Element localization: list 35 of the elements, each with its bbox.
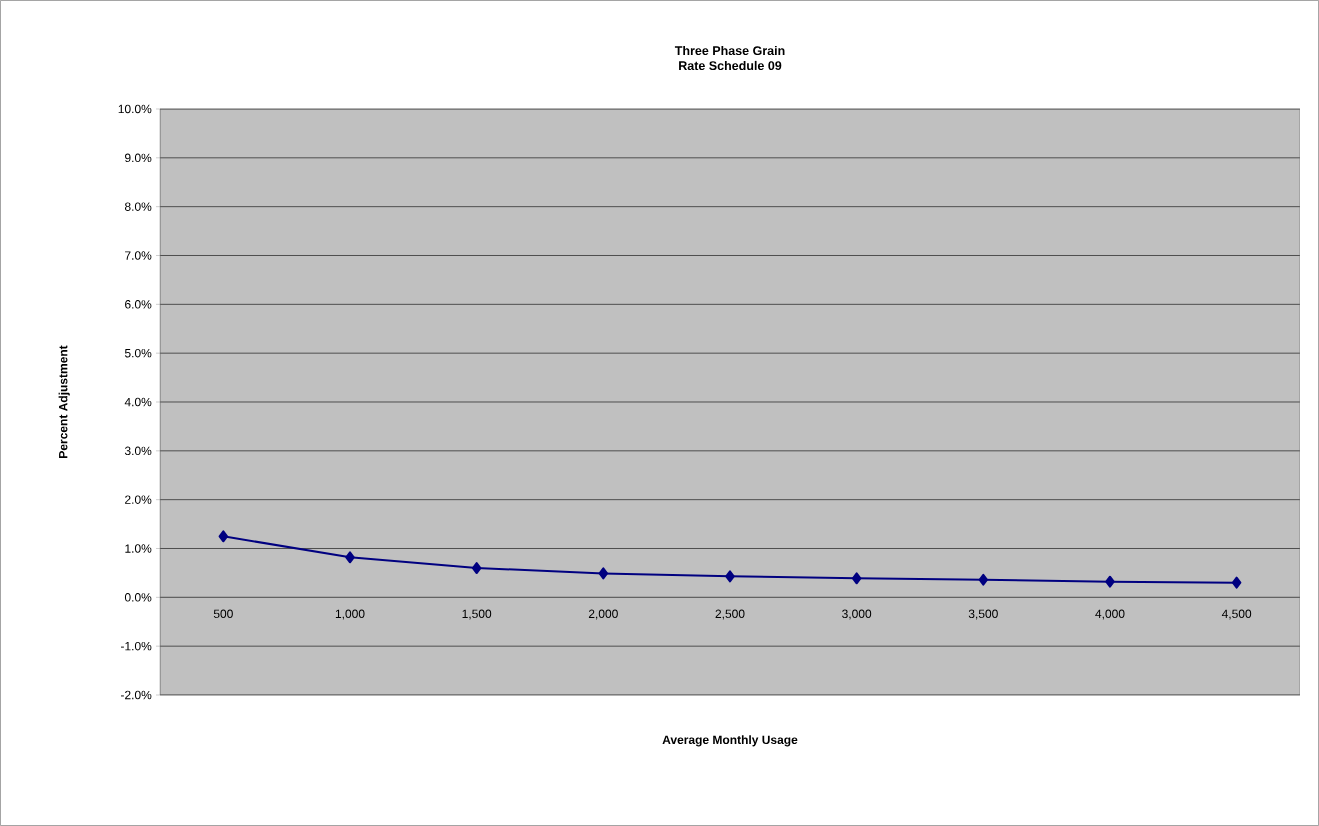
x-tick-label: 2,500: [715, 609, 745, 620]
y-tick-label: 7.0%: [125, 251, 152, 260]
point: [1105, 575, 1115, 588]
y-tick-label: 10.0%: [118, 104, 152, 114]
x-tick-label: 4,000: [1095, 609, 1125, 620]
y-axis-title: Percent Adjustment: [58, 345, 70, 458]
y-tick-label: 8.0%: [124, 202, 152, 211]
point: [345, 551, 355, 564]
y-tick-label: 0.0%: [124, 593, 152, 602]
chart-subtitle: Rate Schedule 09: [679, 60, 782, 71]
y-tick-label: 3.0%: [124, 446, 152, 456]
x-tick-label: 1,000: [335, 609, 365, 620]
x-tick-label: 3,500: [968, 609, 998, 620]
y-tick-label: 6.0%: [125, 300, 152, 309]
x-tick-label: 1,500: [462, 609, 492, 620]
x-axis-title: Average Monthly Usage: [662, 735, 798, 747]
x-tick-label: 2,000: [588, 609, 618, 620]
chart-title: Three Phase Grain: [674, 45, 785, 56]
point: [851, 572, 862, 585]
point: [218, 530, 229, 543]
y-tick-label: -2.0%: [120, 690, 152, 700]
x-tick-label: 500: [213, 609, 233, 619]
y-tick-label: 5.0%: [124, 348, 152, 358]
x-tick-label: 3,000: [842, 609, 872, 620]
point: [1231, 576, 1242, 589]
y-tick-label: 1.0%: [125, 544, 152, 553]
point: [598, 567, 609, 580]
y-tick-label: 9.0%: [125, 153, 152, 163]
point: [725, 570, 735, 583]
point: [471, 562, 482, 575]
y-tick-label: 4.0%: [124, 397, 152, 407]
y-tick-label: 2.0%: [125, 495, 152, 504]
y-tick-label: -1.0%: [120, 641, 152, 651]
x-tick-label: 4,500: [1221, 609, 1252, 620]
point: [978, 573, 989, 586]
